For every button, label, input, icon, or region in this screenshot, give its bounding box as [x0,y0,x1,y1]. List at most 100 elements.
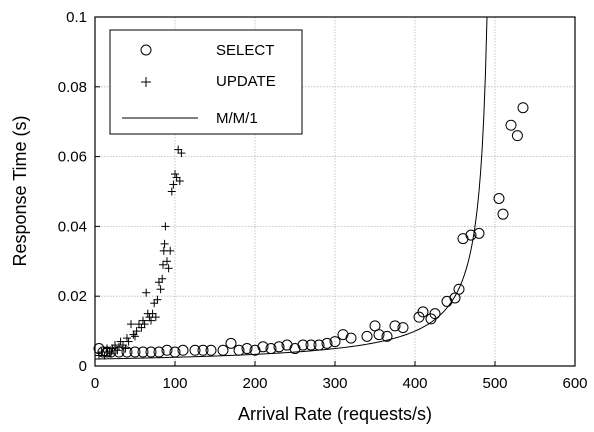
legend: SELECT UPDATE M/M/1 [109,29,303,135]
legend-mm1-label: M/M/1 [216,110,258,127]
select-point [161,344,173,356]
update-point [147,316,155,325]
update-point [172,173,181,182]
update-point [160,239,169,248]
x-tick-label: 200 [242,375,267,392]
update-point [124,337,133,346]
select-point [205,344,217,356]
update-point [155,278,163,287]
select-point [389,320,401,332]
update-point [150,299,159,308]
update-series [95,145,186,360]
update-point [163,257,171,266]
select-point [189,344,201,356]
select-point [429,308,441,320]
select-point [497,208,509,220]
update-point [161,222,170,231]
plot-frame [94,16,576,367]
select-point [397,322,409,334]
update-point [158,274,167,283]
select-point [305,339,317,351]
update-point [97,348,106,357]
select-point [297,339,309,351]
select-point [257,341,269,353]
select-point [373,329,385,341]
x-tick-label: 600 [562,375,587,392]
legend-select-label: SELECT [216,42,274,59]
select-point [361,330,373,342]
legend-select-marker [140,44,152,56]
x-tick-label: 400 [402,375,427,392]
update-point [105,348,114,357]
x-axis-label: Arrival Rate (requests/s) [238,404,432,424]
select-point [453,283,465,295]
update-point [123,334,131,343]
update-point [139,316,147,325]
update-point [159,260,167,269]
update-point [140,320,149,329]
select-point [493,192,505,204]
select-point [273,341,285,353]
update-point [131,332,139,341]
select-point [329,336,341,348]
select-point [517,102,529,114]
update-point [121,344,130,353]
y-axis-label: Response Time (s) [10,115,30,266]
y-tick-label: 0.06 [58,149,87,166]
select-series [93,102,529,358]
select-point [381,330,393,342]
update-point [148,309,157,318]
update-point [111,341,119,350]
y-tick-label: 0.1 [66,9,87,26]
select-point [197,344,209,356]
update-point [166,246,175,255]
update-point [167,187,176,196]
legend-update-label: UPDATE [216,73,276,90]
update-point [177,149,186,158]
select-point [177,344,189,356]
update-point [151,313,160,322]
update-point [132,327,141,336]
select-point [511,130,523,142]
tick-labels: 0 100 200 300 400 500 600 0 0.02 0.04 0.06 0.08 0.1 [58,9,588,392]
select-point [465,229,477,241]
x-tick-label: 500 [482,375,507,392]
update-point [171,170,179,179]
update-point [156,285,165,294]
update-point [113,346,122,355]
select-point [321,337,333,349]
y-tick-label: 0 [79,358,87,375]
select-point [505,119,517,131]
select-point [153,346,165,358]
x-tick-label: 100 [162,375,187,392]
y-tick-label: 0.02 [58,288,87,305]
select-point [137,346,149,358]
update-point [137,323,146,332]
update-point [164,264,173,273]
mm1-series [94,16,488,360]
y-tick-label: 0.04 [58,218,87,235]
x-tick-label: 0 [91,375,99,392]
update-point [175,177,184,186]
select-point [417,306,429,318]
update-point [142,288,151,297]
select-point [241,343,253,355]
update-point [129,330,138,339]
x-tick-label: 300 [322,375,347,392]
select-point [121,346,133,358]
update-point [169,180,178,189]
update-point [153,295,162,304]
select-point [225,337,237,349]
mm1-curve [94,16,488,360]
legend-update-marker [141,77,151,87]
update-point [100,351,109,360]
select-point [345,332,357,344]
update-point [127,320,135,329]
select-point [145,346,157,358]
update-point [115,342,123,351]
update-point [107,349,115,358]
update-point [174,145,183,154]
y-tick-label: 0.08 [58,79,87,96]
